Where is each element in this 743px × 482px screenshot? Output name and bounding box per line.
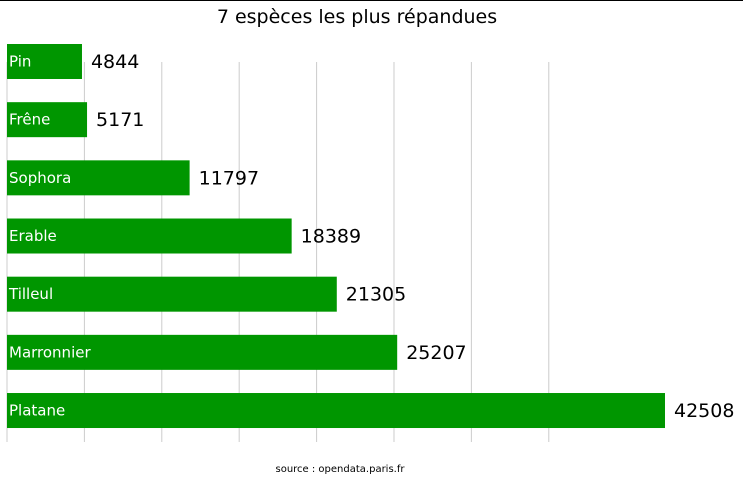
source-note: source : opendata.paris.fr: [275, 464, 405, 475]
bar-category-label: Tilleul: [8, 285, 53, 303]
chart-title: 7 espèces les plus répandues: [216, 6, 498, 28]
bar-2: [7, 102, 88, 138]
bar-value-label: 42508: [674, 400, 734, 422]
bar-value-label: 25207: [406, 342, 466, 364]
top-rule: [0, 0, 743, 1]
bar-1: [7, 44, 82, 79]
bar-value-label: 4844: [91, 51, 139, 73]
bar-category-label: Platane: [9, 402, 65, 420]
bar-7: [7, 393, 665, 429]
bar-3: [7, 160, 190, 196]
bar-5: [7, 276, 337, 312]
bar-6: [7, 334, 398, 370]
bar-value-label: 5171: [96, 109, 144, 131]
bar-value-label: 11797: [199, 167, 259, 189]
bar-value-label: 21305: [346, 284, 406, 306]
bar-value-label: 18389: [301, 226, 361, 248]
bar-category-label: Frêne: [9, 111, 50, 129]
bar-category-label: Sophora: [9, 169, 71, 187]
bar-category-label: Erable: [9, 227, 57, 245]
bar-category-label: Marronnier: [9, 343, 91, 361]
bar-category-label: Pin: [9, 53, 31, 71]
bar-4: [7, 218, 292, 254]
